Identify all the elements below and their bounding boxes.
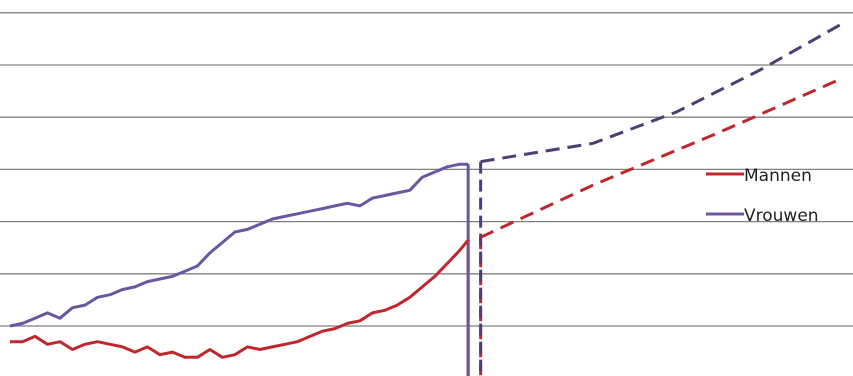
legend-label-vrouwen: Vrouwen [744, 206, 819, 226]
legend-label-mannen: Mannen [744, 166, 812, 186]
series-line-mannen [10, 238, 470, 359]
horizontal-gridlines [0, 12, 853, 327]
series-drop-lines [466, 161, 483, 376]
series-lines [9, 21, 844, 359]
projection-line-vrouwen [480, 21, 844, 164]
series-line-vrouwen [9, 162, 469, 328]
legend: Mannen Vrouwen [706, 166, 819, 226]
